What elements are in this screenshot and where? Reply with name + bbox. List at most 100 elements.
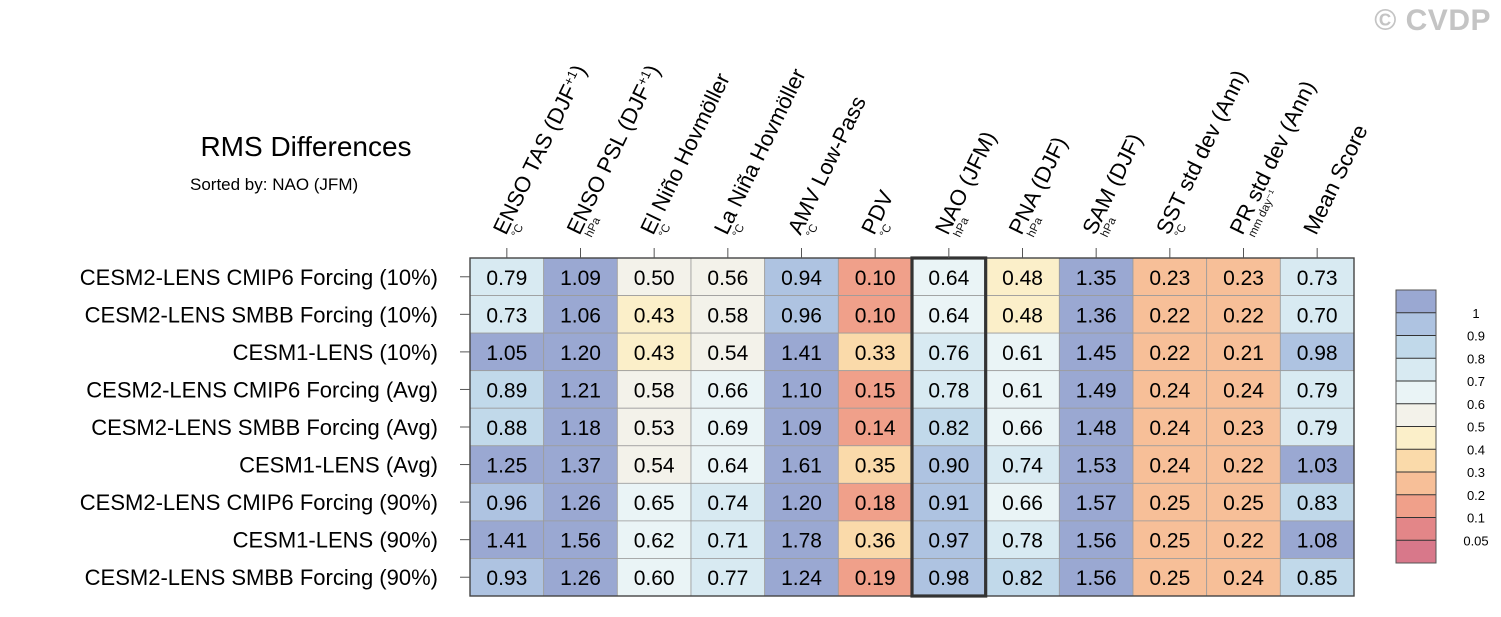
row-label: CESM2-LENS SMBB Forcing (Avg)	[91, 415, 438, 440]
column-label: Mean Score	[1298, 121, 1372, 239]
cell-value-label: 1.57	[1076, 492, 1117, 515]
heatmap-cell	[543, 370, 618, 409]
colorbar-segment	[1396, 449, 1436, 472]
cell-value-label: 1.37	[560, 455, 601, 478]
cell-value-label: 0.90	[928, 455, 969, 478]
heatmap-cell	[837, 295, 913, 334]
heatmap-cell	[1132, 370, 1208, 409]
cell-value-label: 1.56	[560, 530, 601, 553]
colorbar-segment	[1396, 517, 1436, 541]
cell-value-label: 0.88	[486, 417, 527, 440]
cell-value-label: 1.49	[1076, 379, 1117, 402]
cell-value-label: 0.60	[634, 567, 675, 590]
heatmap-cell	[985, 295, 1060, 334]
heatmap-cell	[690, 407, 766, 447]
cell-value-label: 0.21	[1223, 342, 1264, 365]
heatmap-cell	[1058, 257, 1134, 296]
cell-value-label: 0.66	[707, 379, 748, 402]
cell-value-label: 0.53	[634, 417, 675, 440]
cell-value-label: 0.61	[1002, 342, 1043, 365]
cell-value-label: 0.19	[855, 567, 896, 590]
cell-value-label: 0.71	[707, 530, 748, 553]
column-unit-label: °C	[510, 222, 526, 239]
cell-value-label: 0.24	[1223, 567, 1264, 590]
cell-value-label: 0.50	[634, 267, 675, 290]
heatmap-cell	[911, 370, 987, 409]
cell-value-label: 0.69	[707, 417, 748, 440]
cell-value-label: 0.22	[1149, 304, 1190, 327]
cell-value-label: 0.24	[1223, 379, 1264, 402]
heatmap-cell	[1279, 520, 1355, 559]
cell-value-label: 0.58	[634, 379, 675, 402]
heatmap-cell	[1132, 407, 1208, 447]
heatmap-cell	[1279, 445, 1355, 484]
colorbar-segment	[1396, 358, 1436, 381]
heatmap-cell	[543, 558, 618, 597]
cell-value-label: 0.73	[486, 304, 527, 327]
cell-value-label: 0.54	[707, 342, 748, 365]
heatmap-cell	[1132, 482, 1208, 522]
cell-value-label: 1.41	[486, 530, 527, 553]
colorbar-segment	[1396, 403, 1436, 427]
heatmap-cell	[985, 445, 1060, 484]
cell-value-label: 0.97	[928, 530, 969, 553]
cell-value-label: 0.78	[1002, 530, 1043, 553]
row-label: CESM2-LENS SMBB Forcing (10%)	[85, 302, 438, 327]
colorbar-segment	[1396, 312, 1436, 336]
colorbar-label: 0.6	[1467, 397, 1485, 412]
colorbar-label: 0.4	[1467, 442, 1485, 457]
cell-value-label: 0.25	[1223, 492, 1264, 515]
cell-value-label: 0.22	[1223, 455, 1264, 478]
heatmap-cell	[837, 332, 913, 372]
heatmap-cell	[911, 445, 987, 484]
cell-value-label: 0.22	[1223, 304, 1264, 327]
heatmap-cell	[616, 407, 692, 447]
heatmap-cell	[1206, 332, 1281, 372]
cell-value-label: 1.26	[560, 492, 601, 515]
chart-subtitle: Sorted by: NAO (JFM)	[190, 175, 358, 194]
cell-value-label: 0.54	[634, 455, 675, 478]
cell-value-label: 0.43	[634, 304, 675, 327]
heatmap-cell	[911, 520, 987, 559]
heatmap-cell	[764, 558, 839, 597]
colorbar-segment	[1396, 540, 1436, 563]
cell-value-label: 1.78	[781, 530, 822, 553]
cell-value-label: 1.41	[781, 342, 822, 365]
cell-value-label: 0.23	[1149, 267, 1190, 290]
column-label: AMV Low-Pass	[783, 92, 871, 238]
cell-value-label: 0.25	[1149, 492, 1190, 515]
cell-value-label: 1.48	[1076, 417, 1117, 440]
heatmap-cell	[1279, 370, 1355, 409]
cell-value-label: 0.61	[1002, 379, 1043, 402]
colorbar-segment	[1396, 381, 1436, 404]
cell-value-label: 0.76	[928, 342, 969, 365]
cell-value-label: 0.66	[1002, 492, 1043, 515]
heatmap-cell	[1279, 407, 1355, 447]
heatmap-cell	[469, 257, 545, 296]
cell-value-label: 0.85	[1297, 567, 1338, 590]
heatmap-cell	[469, 295, 545, 334]
colorbar-border	[1395, 289, 1437, 564]
heatmap-cell	[985, 520, 1060, 559]
cell-value-label: 0.78	[928, 379, 969, 402]
cell-value-label: 0.56	[707, 267, 748, 290]
cell-value-label: 0.48	[1002, 267, 1043, 290]
cell-value-label: 0.22	[1223, 530, 1264, 553]
cell-value-label: 1.10	[781, 379, 822, 402]
heatmap-cell	[1058, 445, 1134, 484]
heatmap-cell	[764, 445, 839, 484]
heatmap-cell	[985, 370, 1060, 409]
heatmap-cell	[469, 520, 545, 559]
heatmap-cell	[764, 332, 839, 372]
heatmap-cell	[690, 482, 766, 522]
cell-value-label: 0.74	[707, 492, 748, 515]
cell-value-label: 0.94	[781, 267, 822, 290]
colorbar-segment	[1396, 335, 1436, 359]
heatmap-cell	[469, 332, 545, 372]
cell-value-label: 0.83	[1297, 492, 1338, 515]
heatmap-cell	[1206, 295, 1281, 334]
cell-value-label: 0.22	[1149, 342, 1190, 365]
heatmap-cell	[1058, 520, 1134, 559]
heatmap-cell	[616, 295, 692, 334]
row-label: CESM2-LENS CMIP6 Forcing (10%)	[80, 265, 438, 290]
